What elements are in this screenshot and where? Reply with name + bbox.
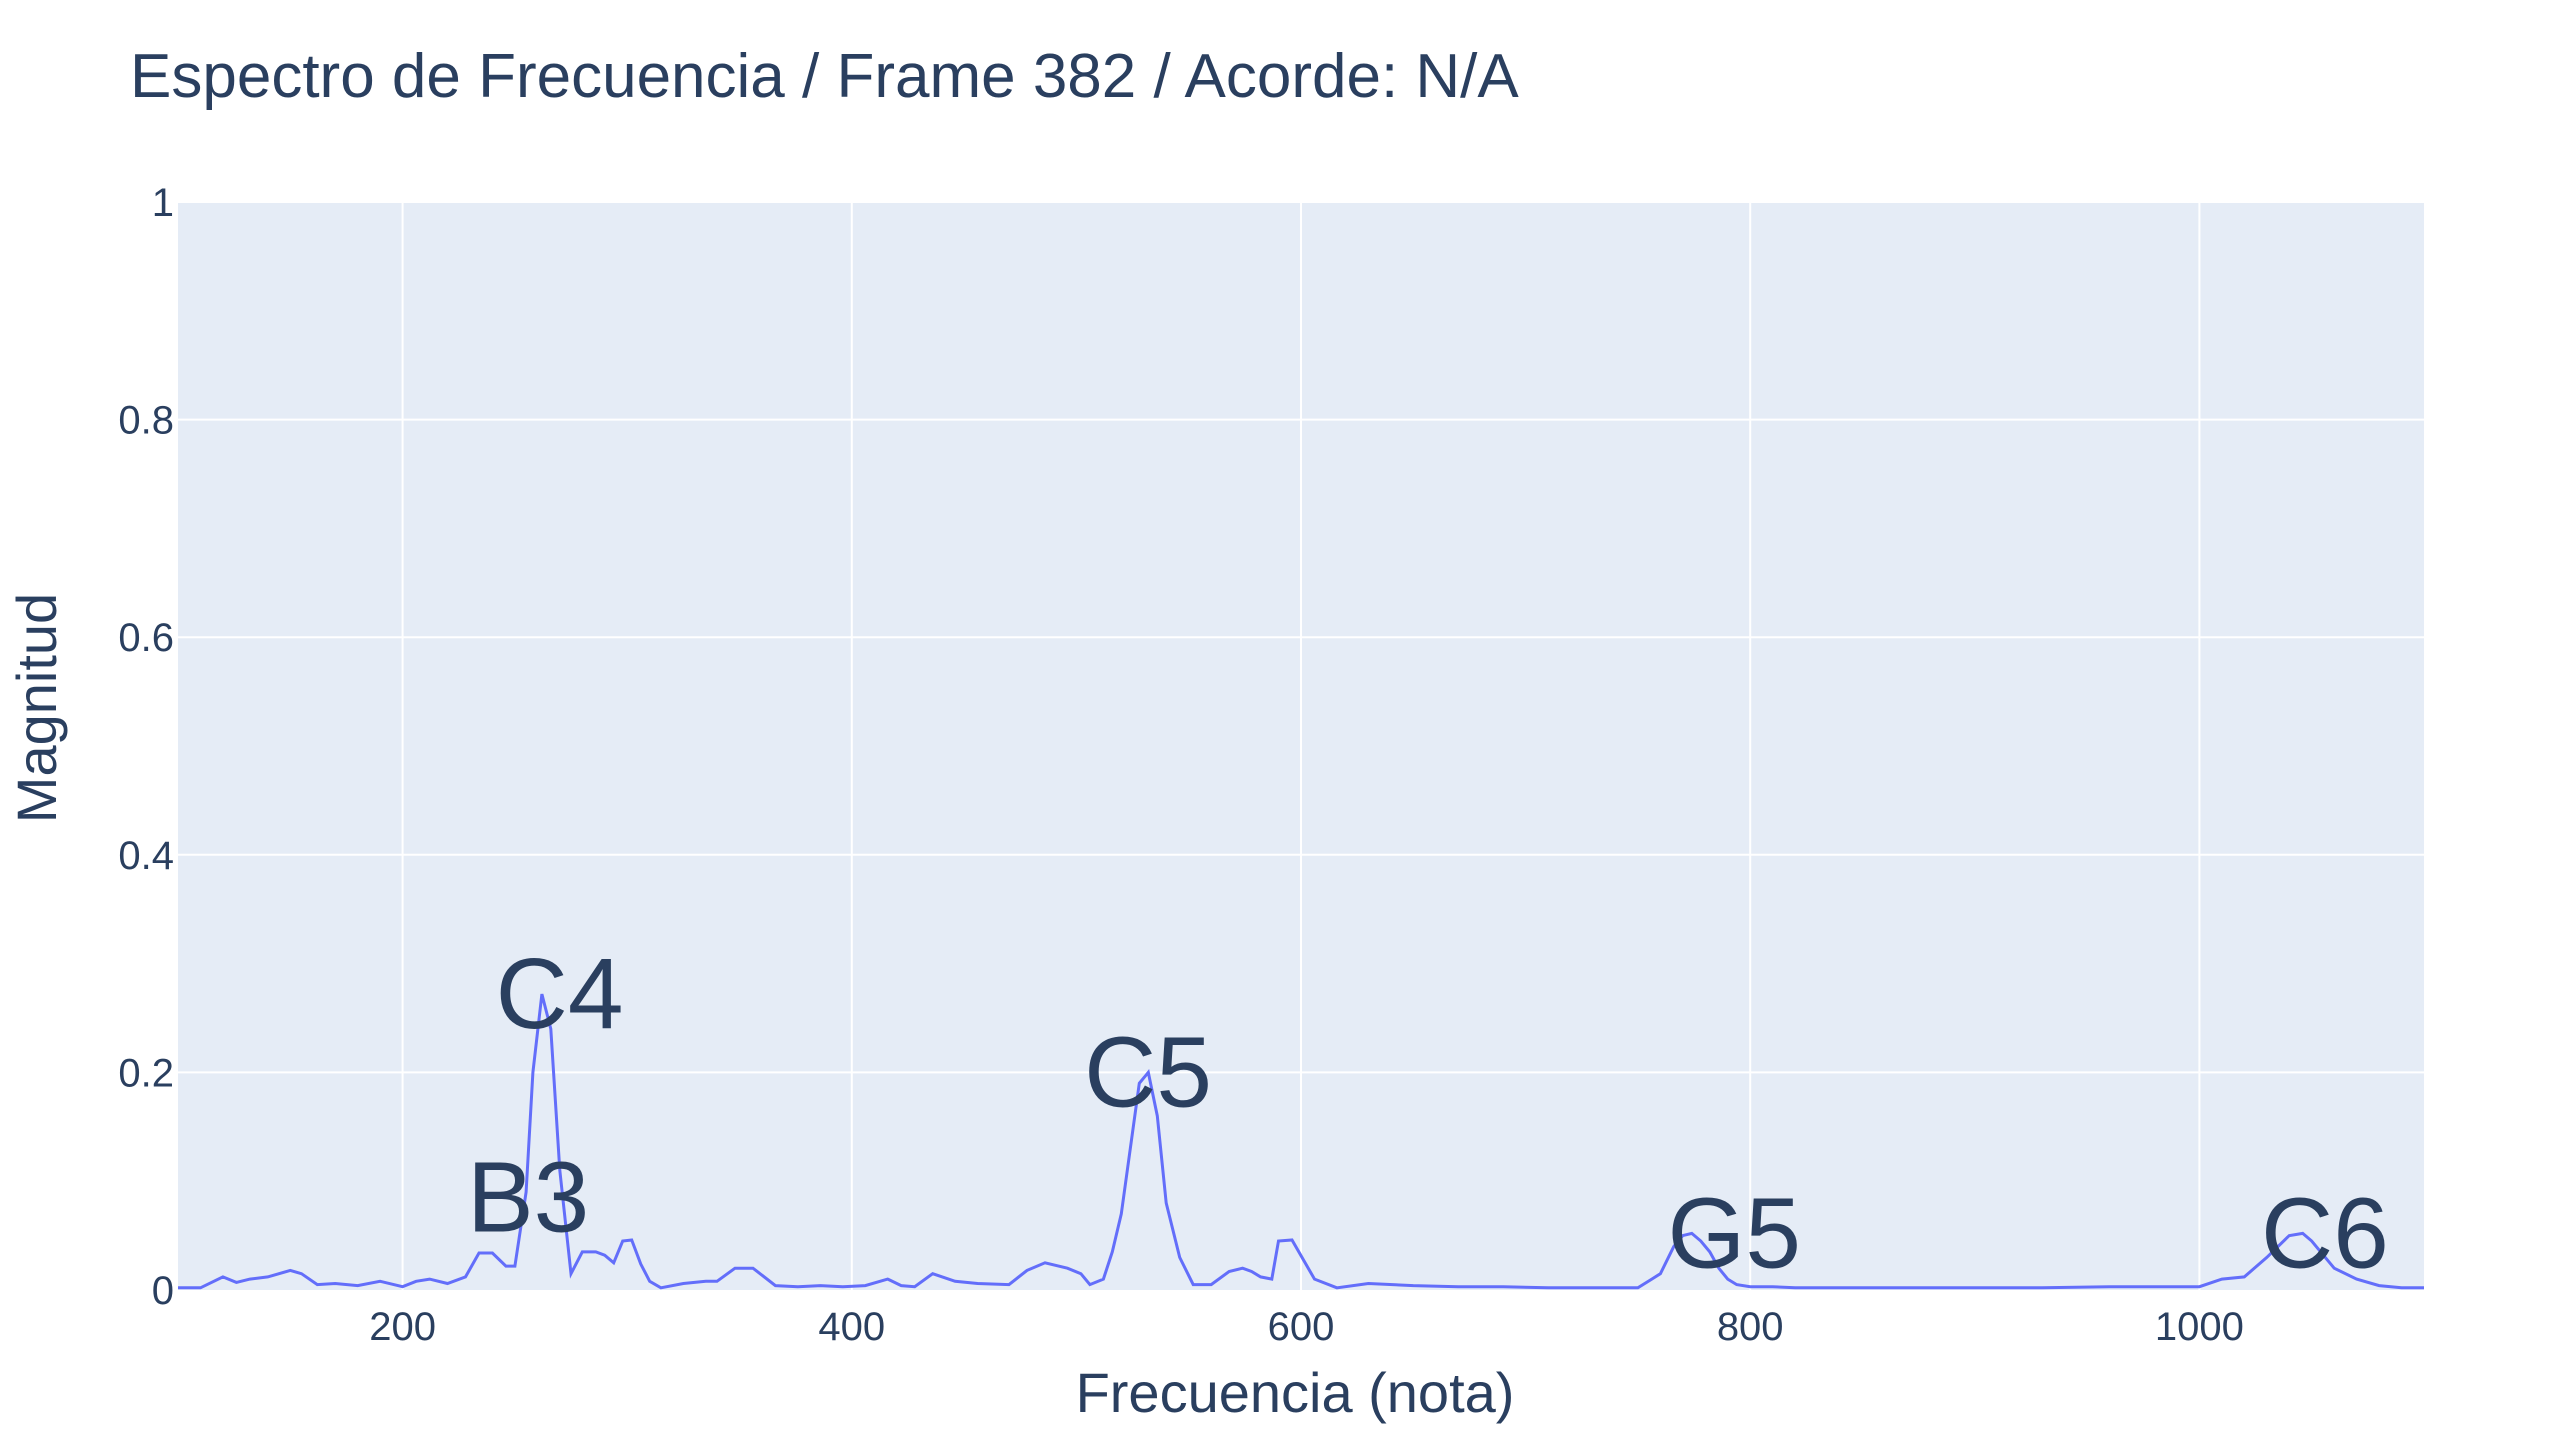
x-tick-label: 800 xyxy=(1717,1305,1784,1349)
x-axis-title: Frecuencia (nota) xyxy=(1076,1361,1515,1424)
x-tick-label: 1000 xyxy=(2155,1305,2244,1349)
y-tick-label: 0.8 xyxy=(118,399,174,443)
x-gridlines xyxy=(401,202,2201,1290)
y-tick-label: 0.2 xyxy=(118,1051,174,1095)
y-tick-labels: 0 0.2 0.4 0.6 0.8 1 xyxy=(118,181,174,1313)
x-tick-labels: 200 400 600 800 1000 xyxy=(369,1305,2244,1349)
y-tick-label: 0.6 xyxy=(118,616,174,660)
note-label: G5 xyxy=(1668,1177,1801,1289)
x-tick-label: 600 xyxy=(1268,1305,1335,1349)
chart-title: Espectro de Frecuencia / Frame 382 / Aco… xyxy=(130,42,1519,111)
y-gridlines xyxy=(178,201,2424,1074)
y-tick-label: 1 xyxy=(152,181,174,225)
y-axis-title: Magnitud xyxy=(5,593,68,823)
note-label: B3 xyxy=(467,1142,589,1254)
spectrum-line xyxy=(178,993,2424,1290)
note-label: C5 xyxy=(1084,1016,1212,1128)
note-label: C6 xyxy=(2261,1177,2389,1289)
y-tick-label: 0 xyxy=(152,1269,174,1313)
note-annotations: C4 B3 C5 G5 C6 xyxy=(467,938,2389,1289)
note-label: C4 xyxy=(496,938,624,1050)
x-tick-label: 400 xyxy=(818,1305,885,1349)
x-tick-label: 200 xyxy=(369,1305,436,1349)
y-tick-label: 0.4 xyxy=(118,834,174,878)
